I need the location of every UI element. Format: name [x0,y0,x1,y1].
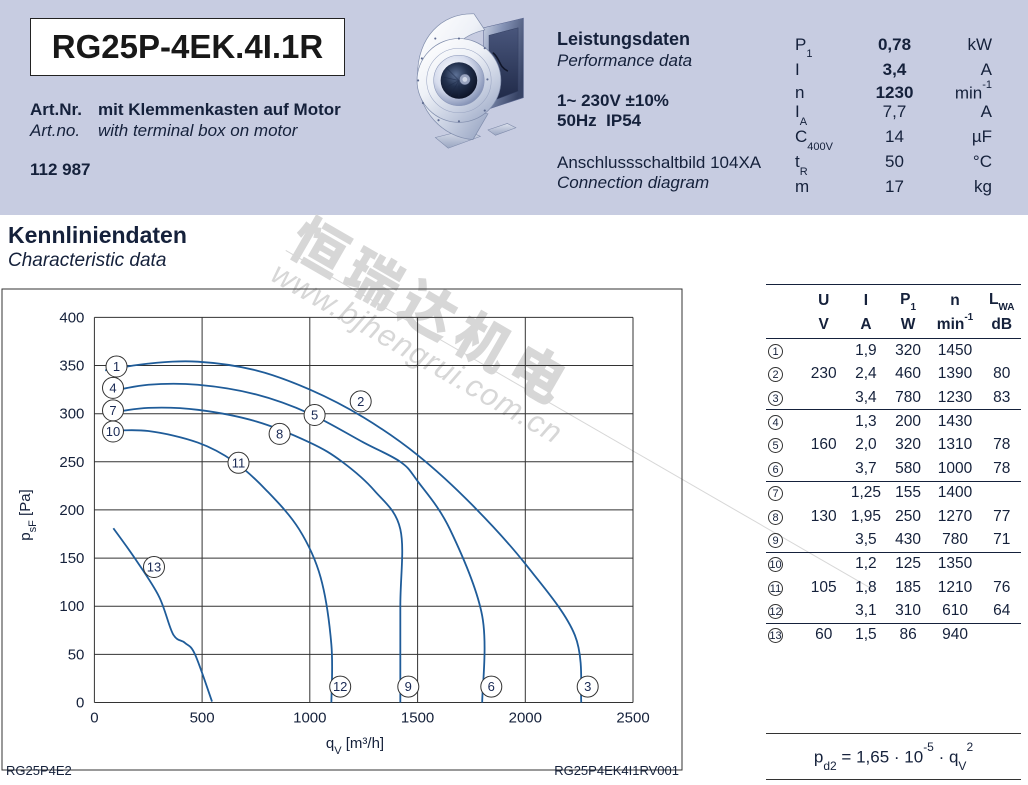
svg-text:4: 4 [109,380,116,395]
svg-text:psF [Pa]: psF [Pa] [17,489,39,540]
svg-text:400: 400 [59,309,84,326]
svg-text:2: 2 [357,394,364,409]
svg-text:3: 3 [584,679,591,694]
svg-text:50: 50 [68,646,85,663]
svg-text:0: 0 [76,695,84,712]
svg-text:10: 10 [106,424,120,439]
svg-text:150: 150 [59,550,84,567]
svg-text:13: 13 [147,560,161,575]
svg-text:12: 12 [333,679,347,694]
svg-text:11: 11 [232,455,246,470]
svg-text:7: 7 [109,403,116,418]
svg-text:5: 5 [311,408,318,423]
svg-text:8: 8 [276,426,283,441]
svg-text:200: 200 [59,502,84,519]
svg-text:RG25P4E2: RG25P4E2 [6,763,72,778]
svg-text:0: 0 [90,710,98,727]
svg-text:RG25P4EK4I1RV001: RG25P4EK4I1RV001 [554,763,679,778]
svg-text:1: 1 [113,359,120,374]
svg-text:2000: 2000 [509,710,542,727]
svg-text:350: 350 [59,358,84,375]
svg-text:9: 9 [405,679,412,694]
svg-text:1500: 1500 [401,710,434,727]
svg-text:qV [m³/h]: qV [m³/h] [326,735,384,757]
svg-text:6: 6 [488,679,495,694]
svg-text:2500: 2500 [616,710,649,727]
svg-text:100: 100 [59,598,84,615]
svg-text:300: 300 [59,406,84,423]
svg-text:1000: 1000 [293,710,326,727]
svg-text:250: 250 [59,454,84,471]
svg-text:500: 500 [190,710,215,727]
